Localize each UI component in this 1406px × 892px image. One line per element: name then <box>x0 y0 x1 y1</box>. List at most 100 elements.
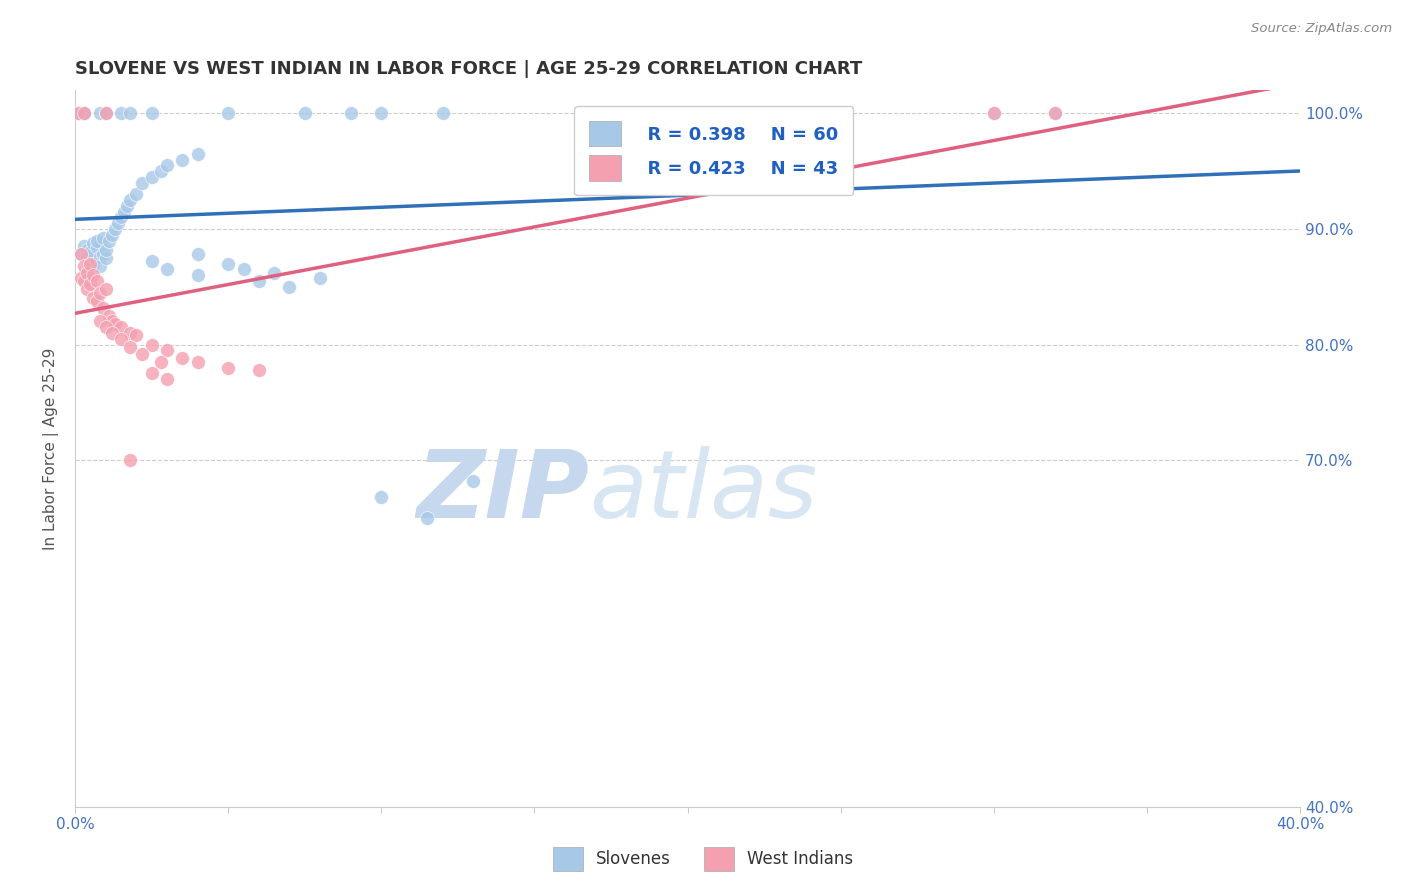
Point <box>97 234 120 248</box>
Point <box>983 106 1005 120</box>
Point <box>70 270 93 285</box>
Point <box>89 259 111 273</box>
Point <box>120 326 142 340</box>
Point <box>187 268 209 283</box>
Point <box>432 106 454 120</box>
Point <box>172 351 194 366</box>
Point <box>86 293 108 308</box>
Point <box>463 474 485 488</box>
Point <box>70 247 93 261</box>
Point <box>70 247 93 261</box>
Point <box>73 239 96 253</box>
Point <box>76 250 98 264</box>
Point <box>89 314 111 328</box>
Point <box>94 251 117 265</box>
Point <box>141 254 163 268</box>
Point <box>125 328 148 343</box>
Point <box>94 106 117 120</box>
Point <box>82 268 104 283</box>
Point <box>89 285 111 300</box>
Point <box>278 280 301 294</box>
Point <box>107 216 129 230</box>
Point <box>94 243 117 257</box>
Point <box>76 266 98 280</box>
Point <box>125 187 148 202</box>
Point <box>79 277 101 292</box>
Point <box>115 199 138 213</box>
Point <box>131 176 153 190</box>
Point <box>172 153 194 167</box>
Point <box>73 274 96 288</box>
Point <box>830 106 852 120</box>
Point <box>614 106 637 120</box>
Point <box>73 259 96 273</box>
Point <box>86 234 108 248</box>
Point <box>187 146 209 161</box>
Point <box>101 227 124 242</box>
Point <box>294 106 316 120</box>
Point <box>91 231 114 245</box>
Point <box>104 317 127 331</box>
Point <box>217 257 239 271</box>
Point <box>416 511 439 525</box>
Point <box>82 291 104 305</box>
Point <box>187 247 209 261</box>
Text: ZIP: ZIP <box>416 446 589 538</box>
Point <box>101 314 124 328</box>
Point <box>120 340 142 354</box>
Point <box>263 266 285 280</box>
Point <box>1043 106 1066 120</box>
Point <box>141 106 163 120</box>
Point <box>156 158 179 172</box>
Point <box>232 262 254 277</box>
Point <box>149 355 172 369</box>
Point <box>247 274 270 288</box>
Point <box>112 204 135 219</box>
Point <box>89 106 111 120</box>
Point <box>79 254 101 268</box>
Point <box>830 106 852 120</box>
Point <box>82 257 104 271</box>
Point <box>309 270 332 285</box>
Point <box>217 106 239 120</box>
Point <box>131 347 153 361</box>
Text: atlas: atlas <box>589 446 818 537</box>
Point <box>76 282 98 296</box>
Point <box>149 164 172 178</box>
Point <box>110 106 132 120</box>
Point <box>82 235 104 250</box>
Point <box>120 453 142 467</box>
Text: Source: ZipAtlas.com: Source: ZipAtlas.com <box>1251 22 1392 36</box>
Point <box>110 332 132 346</box>
Point <box>110 211 132 225</box>
Point <box>79 245 101 260</box>
Point <box>983 106 1005 120</box>
Legend: Slovenes, West Indians: Slovenes, West Indians <box>544 839 862 880</box>
Point <box>247 363 270 377</box>
Point <box>76 243 98 257</box>
Point <box>89 250 111 264</box>
Point <box>370 490 392 504</box>
Point <box>370 106 392 120</box>
Point <box>120 106 142 120</box>
Point <box>86 240 108 254</box>
Point <box>91 247 114 261</box>
Point <box>79 257 101 271</box>
Point <box>339 106 361 120</box>
Point <box>120 193 142 207</box>
Point <box>1043 106 1066 120</box>
Point <box>86 274 108 288</box>
Point <box>217 360 239 375</box>
Point <box>110 320 132 334</box>
Point <box>91 301 114 315</box>
Point <box>67 106 90 120</box>
Text: SLOVENE VS WEST INDIAN IN LABOR FORCE | AGE 25-29 CORRELATION CHART: SLOVENE VS WEST INDIAN IN LABOR FORCE | … <box>75 60 862 78</box>
Point <box>141 337 163 351</box>
Point <box>141 367 163 381</box>
Point <box>187 355 209 369</box>
Point <box>94 320 117 334</box>
Point <box>141 169 163 184</box>
Point <box>101 326 124 340</box>
Point <box>94 106 117 120</box>
Y-axis label: In Labor Force | Age 25-29: In Labor Force | Age 25-29 <box>44 348 59 549</box>
